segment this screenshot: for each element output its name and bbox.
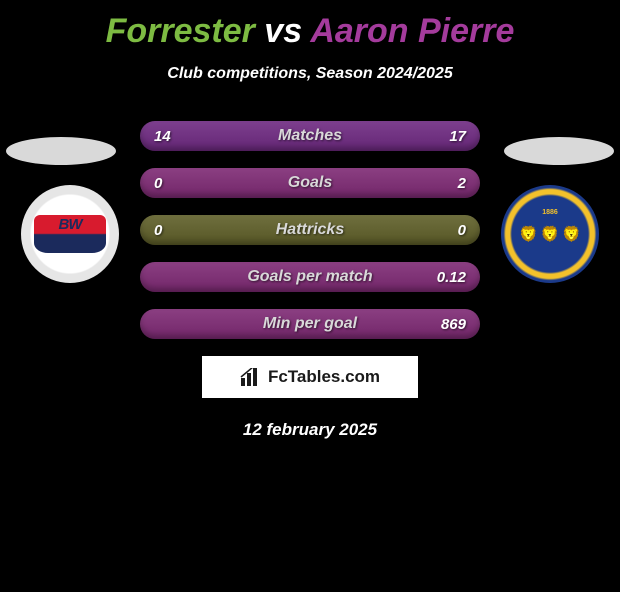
left-ellipse [6, 137, 116, 165]
stat-right-value: 17 [416, 128, 466, 145]
stat-left-value: 14 [154, 128, 204, 145]
right-ellipse [504, 137, 614, 165]
lion-icon: 🦁 [541, 225, 560, 243]
stat-label: Min per goal [204, 315, 416, 333]
stat-row: 0 Goals 2 [140, 168, 480, 198]
stat-right-value: 869 [416, 316, 466, 333]
stat-left-value: 0 [154, 222, 204, 239]
vs-separator: vs [255, 12, 310, 50]
stat-label: Goals [204, 174, 416, 192]
stat-row: Min per goal 869 [140, 309, 480, 339]
page-title: Forrester vs Aaron Pierre [0, 12, 620, 51]
branding-box: FcTables.com [202, 356, 418, 398]
crest-left-bg: BW [21, 185, 119, 283]
stat-right-value: 0 [416, 222, 466, 239]
stat-right-value: 0.12 [416, 269, 466, 286]
stat-left-value: 0 [154, 175, 204, 192]
stat-label: Goals per match [204, 268, 416, 286]
player2-name: Aaron Pierre [310, 12, 514, 50]
branding-text: FcTables.com [268, 367, 380, 387]
lion-icon: 🦁 [519, 225, 538, 243]
stat-row: 14 Matches 17 [140, 121, 480, 151]
bars-icon [240, 368, 262, 386]
right-team-crest: 1886 🦁 🦁 🦁 [501, 185, 599, 283]
stat-label: Matches [204, 127, 416, 145]
crest-right-lions: 🦁 🦁 🦁 [519, 225, 581, 243]
stats-container: 14 Matches 17 0 Goals 2 0 Hattricks 0 Go… [140, 121, 480, 339]
player1-name: Forrester [106, 12, 255, 50]
crest-right-bg: 1886 🦁 🦁 🦁 [501, 185, 599, 283]
date-text: 12 february 2025 [0, 420, 620, 440]
crest-left-band: BW [34, 215, 106, 253]
lion-icon: 🦁 [562, 225, 581, 243]
stat-row: Goals per match 0.12 [140, 262, 480, 292]
subtitle: Club competitions, Season 2024/2025 [0, 65, 620, 83]
crest-left-letters: BW [59, 216, 82, 233]
stat-row: 0 Hattricks 0 [140, 215, 480, 245]
stat-label: Hattricks [204, 221, 416, 239]
left-team-crest: BW [21, 185, 119, 283]
crest-right-year: 1886 [542, 209, 558, 216]
stat-right-value: 2 [416, 175, 466, 192]
